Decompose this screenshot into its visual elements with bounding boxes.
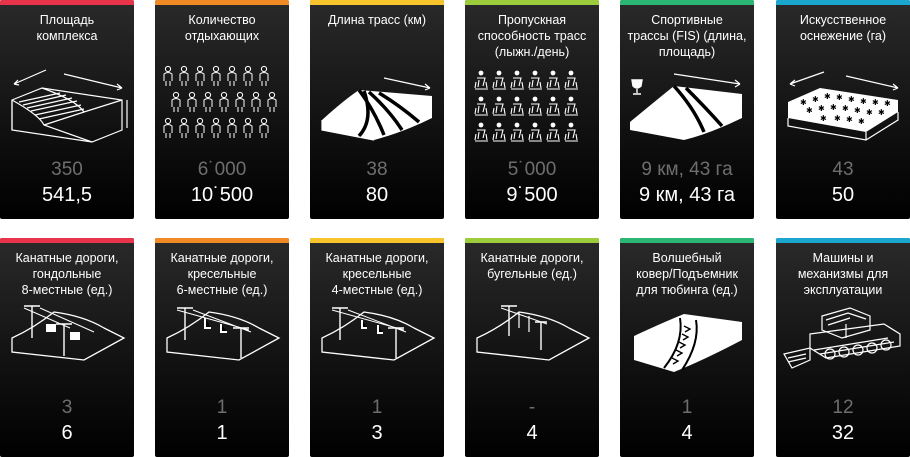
value-previous: 1 [681,397,693,418]
value-planned: 541,5 [41,184,93,206]
draglift-icon [476,305,591,361]
svg-text:✱: ✱ [834,114,841,123]
card-title: Количество отдыхающих [184,13,260,43]
svg-text:✱: ✱ [842,104,849,113]
svg-text:✱: ✱ [846,115,853,124]
card-accent-stripe [465,0,599,5]
gondola-icon [11,305,126,361]
card-title: Спортивные трассы (FIS) (длина, площадь) [627,13,747,59]
svg-text:✱: ✱ [818,104,825,113]
card-chairlift-4: Канатные дороги, кресельные 4-местные (е… [310,238,444,457]
card-area: Площадь комплекса 350 541,5 [0,0,134,219]
value-planned: 10˙500 [190,184,254,206]
card-title: Канатные дороги, гондольные 8-местные (е… [15,251,119,297]
value-previous: 1 [216,397,228,418]
svg-text:✱: ✱ [830,103,837,112]
card-title: Канатные дороги, кресельные 6-местные (е… [170,251,274,297]
svg-text:✱: ✱ [872,98,879,107]
value-previous: 3 [61,397,73,418]
svg-text:✱: ✱ [824,92,831,101]
svg-text:✱: ✱ [878,108,885,117]
card-title: Пропускная способность трасс (лыжн./день… [477,13,587,59]
value-planned: 50 [831,184,855,206]
card-title: Машины и механизмы для эксплуатации [797,251,889,297]
svg-text:✱: ✱ [806,106,813,115]
area-icon [11,69,128,143]
card-title: Искусственное оснежение (га) [799,13,887,43]
value-planned: 1 [216,422,228,444]
magic-carpet-icon [634,314,742,372]
value-previous: 6˙000 [197,159,247,180]
value-planned: 80 [365,184,389,206]
value-planned: 3 [371,422,383,444]
card-title: Канатные дороги, бугельные (ед.) [480,251,584,281]
card-accent-stripe [0,238,134,243]
value-planned: 4 [526,422,538,444]
card-title: Длина трасс (км) [327,13,427,27]
card-accent-stripe [155,238,289,243]
card-accent-stripe [776,0,910,5]
svg-text:✱: ✱ [812,95,819,104]
value-previous: 5˙000 [507,159,557,180]
svg-text:✱: ✱ [800,98,807,107]
value-planned: 6 [61,422,73,444]
card-accent-stripe [0,0,134,5]
svg-text:✱: ✱ [860,97,867,106]
card-snowmaking: Искусственное оснежение (га) ✱ ✱ ✱ ✱ ✱ ✱ ✱ ✱ ✱… [776,0,910,219]
slopes-icon [321,77,432,141]
card-draglift: Канатные дороги, бугельные (ед.) - 4 [465,238,599,457]
svg-text:✱: ✱ [836,93,843,102]
card-magic-carpet: Волшебный ковер/Подъемник для тюбинга (е… [620,238,754,457]
value-previous: 350 [51,159,83,180]
value-planned: 9˙500 [506,184,558,206]
card-accent-stripe [310,0,444,5]
value-planned: 9 км, 43 га [638,184,736,206]
chairlift-6-icon [166,307,281,361]
value-previous: 38 [366,159,388,180]
people-icon [163,65,277,139]
trophy-slope-icon [630,73,742,140]
card-gondola: Канатные дороги, гондольные 8-местные (е… [0,238,134,457]
svg-text:✱: ✱ [858,117,865,126]
value-previous: 12 [832,397,854,418]
card-accent-stripe [776,238,910,243]
value-previous: 1 [371,397,383,418]
card-snowcat: Машины и механизмы для эксплуатации 12 3… [776,238,910,457]
card-accent-stripe [620,238,754,243]
value-previous: 43 [832,159,854,180]
svg-text:✱: ✱ [884,99,891,108]
snowcat-icon [783,307,901,369]
svg-text:✱: ✱ [848,95,855,104]
snowmaking-icon: ✱ ✱ ✱ ✱ ✱ ✱ ✱ ✱ ✱ ✱ ✱ ✱ ✱ ✱ ✱ ✱ ✱ ✱ ✱ [787,71,899,141]
card-accent-stripe [155,0,289,5]
svg-text:✱: ✱ [854,106,861,115]
card-accent-stripe [310,238,444,243]
card-fis-slopes: Спортивные трассы (FIS) (длина, площадь)… [620,0,754,219]
card-chairlift-6: Канатные дороги, кресельные 6-местные (е… [155,238,289,457]
value-planned: 4 [681,422,693,444]
skiers-icon [474,70,579,142]
svg-text:✱: ✱ [820,114,827,123]
svg-text:✱: ✱ [866,108,873,117]
value-previous: 9 км, 43 га [641,159,733,180]
card-title: Канатные дороги, кресельные 4-местные (е… [325,251,429,297]
card-capacity: Пропускная способность трасс (лыжн./день… [465,0,599,219]
card-title: Волшебный ковер/Подъемник для тюбинга (е… [636,251,738,297]
card-slope-length: Длина трасс (км) 38 80 [310,0,444,219]
card-accent-stripe [465,238,599,243]
card-visitors: Количество отдыхающих 6˙000 10˙500 [155,0,289,219]
value-planned: 32 [831,422,855,444]
card-accent-stripe [620,0,754,5]
card-title: Площадь комплекса [36,13,98,43]
chairlift-4-icon [321,307,436,361]
value-previous: - [528,397,536,418]
